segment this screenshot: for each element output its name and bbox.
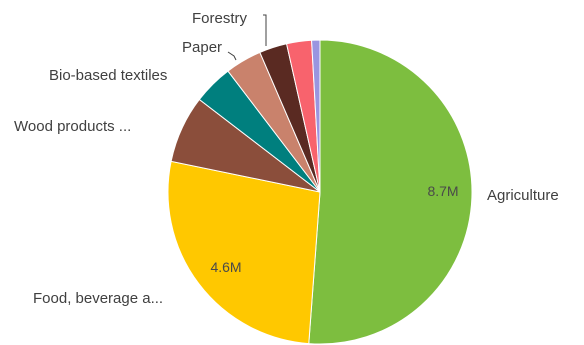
leader-line-paper	[227, 51, 237, 61]
category-label-forestry: Forestry	[192, 10, 248, 27]
pie-category-labels: Agriculture Food, beverage a... Wood produ…	[14, 10, 559, 307]
category-label-paper: Paper	[182, 39, 222, 56]
pie-slices	[167, 39, 473, 345]
pie-slice-food-beverage-a	[167, 160, 321, 345]
category-label-agriculture: Agriculture	[487, 187, 559, 204]
value-label-food-beverage-a: 4.6M	[210, 259, 241, 275]
category-label-food-beverage-a: Food, beverage a...	[33, 290, 163, 307]
leader-line-forestry	[263, 14, 267, 46]
category-label-wood-products: Wood products ...	[14, 118, 131, 135]
pie-value-labels: 8.7M 4.6M	[210, 183, 458, 275]
value-label-agriculture: 8.7M	[427, 183, 458, 199]
pie-slice-slice-8	[311, 39, 321, 193]
category-label-bio-based-textiles: Bio-based textiles	[49, 67, 167, 84]
pie-slice-agriculture	[308, 39, 473, 345]
